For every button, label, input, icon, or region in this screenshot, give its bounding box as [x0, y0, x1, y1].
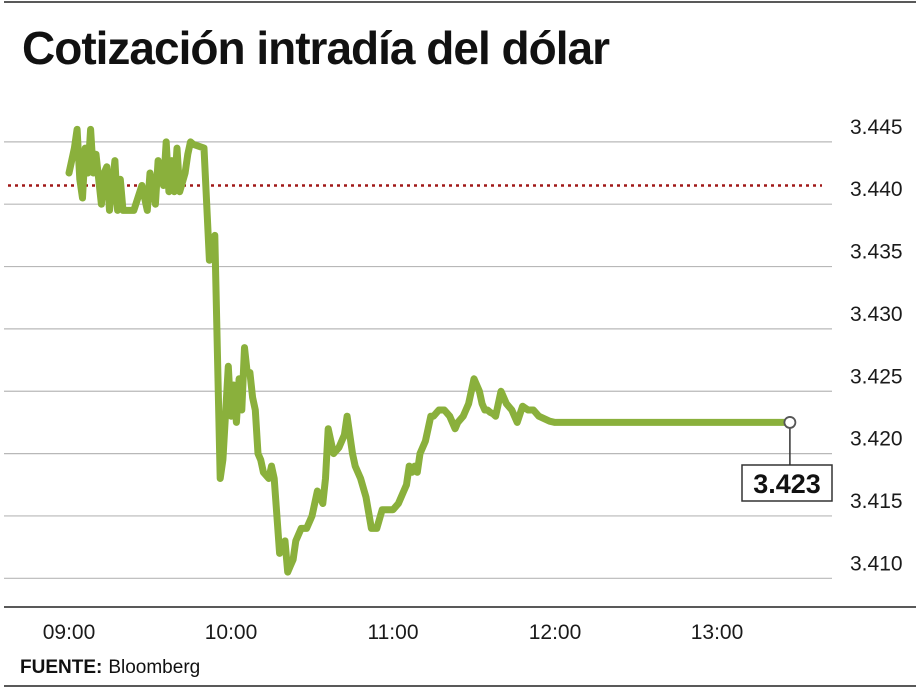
y-tick-label: 3.435 [850, 241, 903, 264]
x-tick-label: 13:00 [691, 621, 744, 644]
x-tick-label: 09:00 [43, 621, 96, 644]
y-tick-label: 3.415 [850, 490, 903, 513]
series-line-usd [65, 125, 794, 576]
y-tick-label: 3.430 [850, 303, 903, 326]
last-value-label: 3.423 [753, 469, 821, 499]
y-tick-label: 3.445 [850, 116, 903, 139]
x-axis-ticks: 09:00 10:00 11:00 12:00 13:00 [43, 621, 744, 644]
y-tick-label: 3.420 [850, 428, 903, 451]
x-tick-label: 10:00 [205, 621, 258, 644]
last-value-marker [783, 416, 797, 429]
y-tick-label: 3.425 [850, 365, 903, 388]
data-points [69, 129, 790, 572]
source-note: FUENTE: Bloomberg [20, 657, 200, 678]
y-tick-label: 3.440 [850, 178, 903, 201]
source-key: FUENTE: [20, 657, 102, 678]
x-tick-label: 12:00 [529, 621, 582, 644]
last-value-box [741, 464, 833, 502]
chart-title: Cotización intradía del dólar [22, 22, 610, 74]
y-axis-ticks: 3.410 3.415 3.420 3.425 3.430 3.435 3.440 3.445 [850, 116, 903, 575]
source-value: Bloomberg [108, 657, 200, 678]
x-tick-label: 11:00 [368, 621, 419, 644]
y-tick-label: 3.410 [850, 552, 903, 575]
gridlines [4, 141, 832, 579]
